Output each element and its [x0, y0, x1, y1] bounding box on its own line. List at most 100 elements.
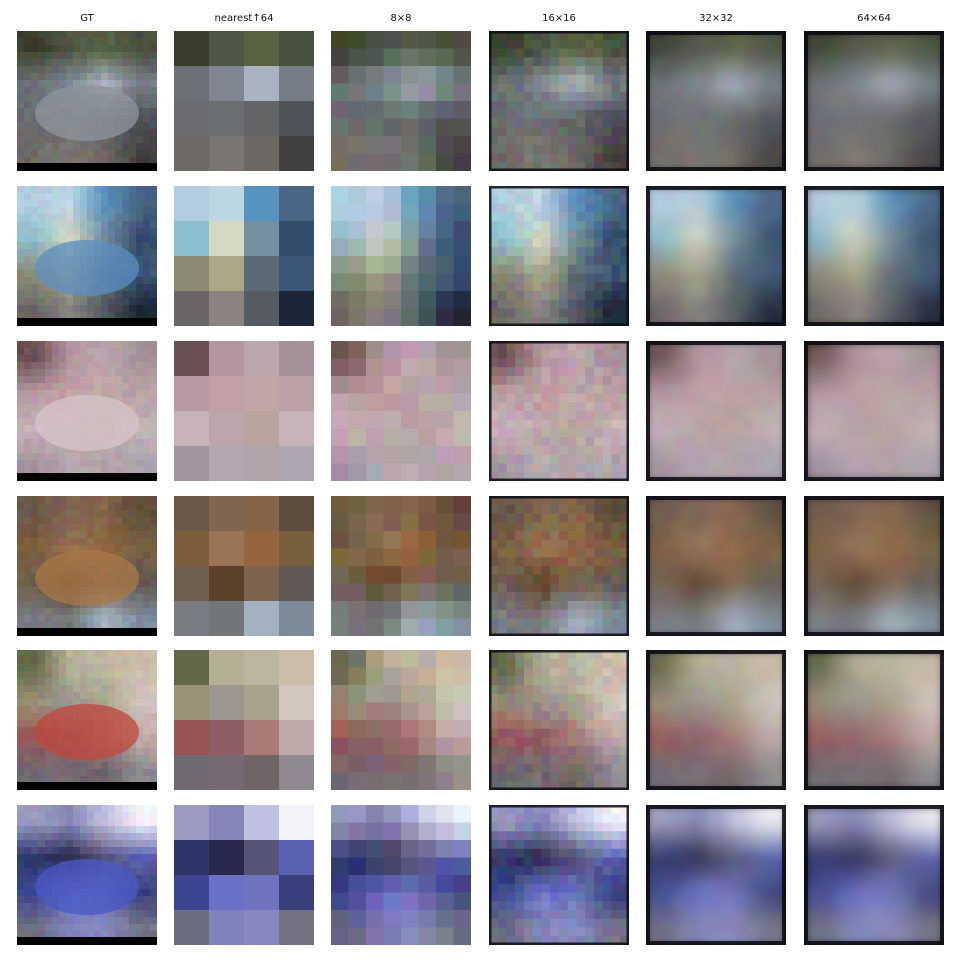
recon-pixel [865, 92, 875, 102]
recon-pixel [917, 437, 928, 447]
recon-pixel [524, 291, 534, 301]
recon-pixel [839, 153, 849, 163]
recon-pixel [620, 317, 629, 326]
nearest-block [279, 496, 314, 532]
recon-pixel [602, 127, 613, 137]
recon-pixel [602, 463, 613, 473]
recon-pixel [559, 83, 569, 93]
recon-pixel [550, 437, 560, 447]
recon-pixel [672, 31, 682, 41]
recon-pixel [847, 118, 858, 128]
recon-pixel [620, 264, 629, 275]
recon-pixel [812, 273, 823, 283]
gt-pixel [150, 496, 157, 504]
recon-pixel [777, 341, 786, 351]
recon-pixel [611, 317, 621, 326]
recon-pixel [654, 136, 665, 146]
recon-pixel [567, 186, 578, 196]
gt-pixel [24, 207, 32, 215]
recon-pixel [585, 317, 595, 326]
gt-pixel [45, 355, 53, 363]
recon-pixel [506, 539, 516, 550]
recon-pixel [742, 463, 752, 473]
gt-pixel [17, 622, 25, 630]
recon-pixel [453, 446, 471, 465]
recon-pixel [926, 504, 936, 515]
recon-pixel [742, 367, 752, 377]
gt-pixel [129, 524, 137, 532]
recon-pixel [830, 437, 840, 447]
gt-pixel [129, 157, 137, 165]
recon-pixel [524, 618, 534, 628]
gt-pixel [136, 355, 144, 363]
recon-pixel [909, 574, 919, 585]
gt-pixel [115, 200, 123, 208]
gt-pixel [59, 390, 67, 398]
recon-pixel [830, 349, 840, 360]
gt-pixel [45, 186, 53, 194]
recon-pixel [751, 437, 761, 447]
recon-pixel [900, 238, 910, 248]
recon-pixel [768, 247, 778, 257]
recon-pixel [891, 203, 901, 213]
gt-pixel [52, 59, 60, 67]
gt-pixel [150, 453, 157, 461]
recon-pixel [663, 574, 673, 585]
recon-pixel [874, 317, 884, 326]
recon-pixel [331, 66, 350, 85]
recon-pixel [777, 57, 786, 67]
gt-pixel [45, 143, 53, 151]
recon-pixel [874, 557, 884, 567]
gt-pixel [17, 594, 25, 602]
recon-pixel [681, 299, 691, 310]
recon-pixel [559, 393, 569, 403]
gt-pixel [80, 221, 88, 229]
recon-pixel [611, 454, 621, 465]
recon-pixel [620, 393, 629, 403]
recon-pixel [759, 367, 770, 377]
gt-pixel [122, 608, 130, 616]
gt-pixel [66, 510, 74, 518]
recon-pixel [891, 358, 901, 368]
gt-pixel [150, 200, 157, 208]
recon-pixel [567, 566, 578, 576]
recon-pixel [541, 358, 551, 368]
recon-pixel [576, 601, 586, 611]
recon-pixel [909, 238, 919, 248]
recon-pixel [882, 601, 893, 611]
recon-pixel [812, 358, 823, 368]
recon-pixel [453, 428, 471, 447]
recon-pixel [489, 446, 499, 456]
gt-pixel [38, 552, 46, 560]
recon-pixel [733, 446, 743, 456]
recon-pixel [716, 522, 726, 532]
recon-pixel [804, 349, 814, 360]
recon-pixel [751, 299, 761, 310]
recon-pixel [366, 411, 385, 430]
recon-pixel [724, 229, 735, 240]
gt-pixel [38, 467, 46, 475]
recon-pixel [331, 48, 350, 67]
gt-pixel [17, 566, 25, 574]
recon-pixel [559, 221, 569, 231]
gt-pixel [143, 496, 151, 504]
recon-pixel [777, 308, 786, 318]
recon-pixel [576, 446, 586, 456]
recon-pixel [856, 83, 866, 93]
recon-pixel [646, 446, 656, 456]
recon-pixel [497, 367, 508, 377]
recon-pixel [821, 256, 831, 266]
gt-pixel [150, 221, 157, 229]
recon-pixel [550, 273, 560, 283]
gt-pixel [31, 200, 39, 208]
recon-pixel [874, 229, 884, 240]
recon-pixel [891, 411, 901, 421]
gt-pixel [122, 622, 130, 630]
recon-pixel [620, 609, 629, 620]
gt-pixel [143, 291, 151, 299]
gt-pixel [136, 587, 144, 595]
gt-pixel [115, 73, 123, 81]
recon-pixel [331, 393, 350, 412]
recon-pixel [935, 463, 944, 473]
gt-pixel [52, 538, 60, 546]
